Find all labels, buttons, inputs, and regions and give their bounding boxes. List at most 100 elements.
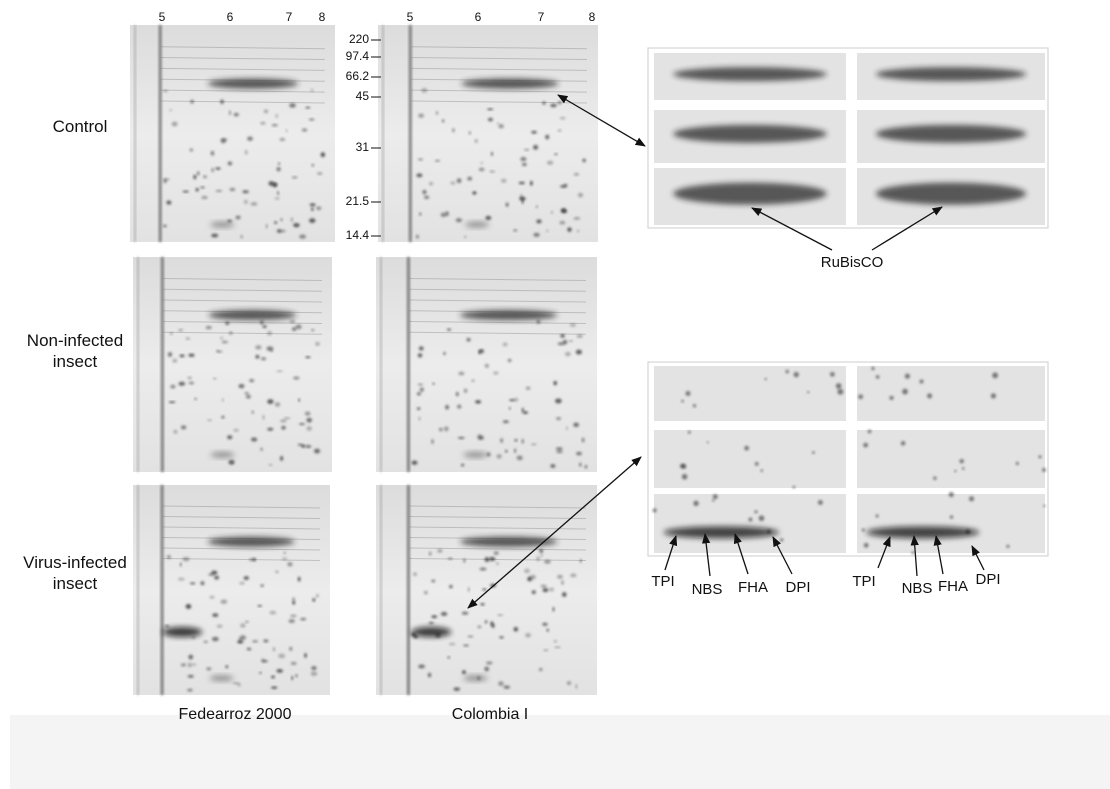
gel-spot — [292, 176, 298, 178]
gel-spot — [307, 426, 312, 431]
inset-band — [866, 526, 979, 538]
gel-spot — [429, 622, 434, 624]
gel-images — [130, 25, 598, 695]
gel-spot — [275, 114, 278, 118]
gel-spot — [316, 594, 319, 597]
gel-spot — [291, 662, 297, 665]
inset-spot — [818, 500, 823, 505]
gel-spot — [550, 464, 555, 468]
gel-spot — [212, 613, 218, 617]
gel-spot — [276, 370, 282, 372]
gel-spot — [188, 376, 192, 379]
gel-spot — [239, 384, 245, 388]
gel-spot — [520, 157, 526, 161]
gel-spot — [556, 450, 562, 453]
gel-spot — [237, 640, 243, 643]
gel-spot — [275, 402, 280, 407]
gel-spot — [280, 420, 286, 423]
gel-spot — [210, 222, 234, 228]
inset-spot — [889, 396, 893, 400]
gel-spot — [277, 191, 279, 195]
gel-spot — [213, 378, 216, 380]
gel-spot — [221, 138, 226, 143]
gel-spot — [541, 554, 543, 557]
gel-spot — [554, 153, 557, 155]
gel-spot — [249, 379, 254, 382]
gel-spot — [482, 588, 486, 590]
gel-spot — [252, 640, 258, 642]
gel-spot — [464, 236, 466, 238]
gel-spot — [486, 661, 492, 664]
gel-spot — [267, 399, 273, 404]
inset-background — [857, 430, 1045, 488]
inset-background — [857, 494, 1045, 553]
gel-spot — [443, 352, 446, 355]
inset-spot — [992, 372, 998, 378]
gel-spot — [419, 346, 424, 350]
inset-panels — [648, 48, 1048, 556]
gel-spot — [417, 392, 421, 395]
inset-panel — [653, 494, 846, 553]
gel-spot — [186, 604, 192, 609]
inset-spot — [1038, 455, 1041, 458]
gel-spot — [530, 181, 533, 186]
spot-label: DPI — [785, 579, 810, 596]
gel-spot — [207, 419, 211, 421]
gel-spot — [292, 327, 296, 331]
ph-label: 5 — [159, 10, 166, 24]
gel-spot — [508, 359, 512, 362]
gel-spot — [521, 439, 523, 444]
gel-spot — [416, 235, 419, 239]
gel-spot — [180, 563, 182, 567]
gel-band — [208, 537, 295, 547]
inset-spot — [793, 486, 796, 489]
inset-spot — [693, 501, 698, 506]
inset-spot — [933, 477, 936, 480]
gel-spot — [190, 100, 193, 104]
gel-spot — [311, 666, 316, 670]
gel-spot — [211, 151, 214, 156]
gel-spot — [579, 463, 582, 467]
gel-spot — [536, 206, 538, 208]
inset-spot — [920, 379, 924, 383]
spot-label: FHA — [938, 578, 968, 595]
gel-spot — [505, 450, 508, 453]
gel-spot — [212, 637, 219, 641]
gel-spot — [457, 405, 461, 409]
inset-spot — [785, 370, 788, 373]
gel-spot — [240, 623, 246, 627]
gel-spot — [506, 202, 509, 206]
gel-spot — [565, 352, 571, 356]
inset-spot — [864, 543, 869, 548]
ph-label: 7 — [538, 10, 545, 24]
gel-spot — [186, 338, 190, 340]
gel-spot — [556, 417, 561, 420]
gel-spot — [485, 364, 489, 368]
gel-spot — [253, 558, 256, 561]
gel-spot — [490, 621, 493, 625]
gel-spot — [418, 383, 423, 385]
gel-spot — [576, 452, 582, 456]
inset-spot — [862, 529, 865, 532]
gel-spot — [561, 580, 564, 585]
gel-spot — [453, 687, 460, 690]
gel-spot — [165, 625, 169, 627]
inset-spot — [950, 515, 953, 518]
gel-spot — [445, 405, 449, 410]
inset-background — [654, 366, 846, 421]
gel-spot — [189, 382, 195, 385]
spot-label: FHA — [738, 579, 768, 596]
gel-spot — [419, 213, 422, 216]
gel-spot — [489, 557, 495, 561]
gel-spot — [228, 162, 232, 166]
gel-spot — [497, 122, 499, 124]
gel-spot — [577, 335, 583, 338]
gel-spot — [420, 387, 424, 392]
figure-page: {"row_labels": ["Control", "Non-infected… — [0, 0, 1110, 789]
gel-spot — [244, 200, 248, 204]
gel-spot — [174, 430, 178, 434]
gel-spot — [431, 579, 435, 582]
gel-spot — [418, 353, 423, 357]
gel-spot — [311, 671, 317, 675]
mw-label: 220 — [349, 32, 369, 46]
